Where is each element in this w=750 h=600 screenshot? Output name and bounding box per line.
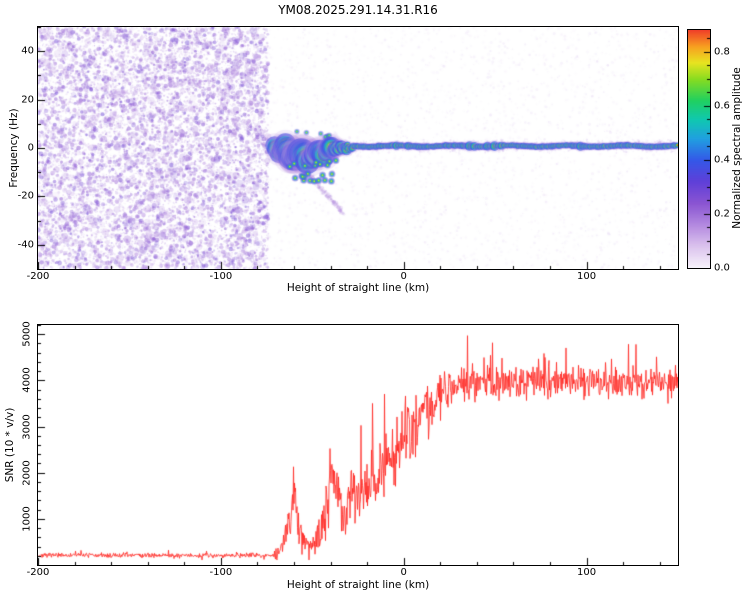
figure-title: YM08.2025.291.14.31.R16 xyxy=(278,3,438,17)
colorbar-tick-label: 0.6 xyxy=(714,100,730,112)
snr-x-tick-label: -200 xyxy=(26,567,50,578)
spectrogram-y-axis-label: Frequency (Hz) xyxy=(8,108,20,188)
colorbar-tick-label: 0.8 xyxy=(714,46,730,58)
spectrogram-x-tick-label: -100 xyxy=(209,271,233,282)
snr-y-axis-label: SNR (10 * v/v) xyxy=(4,407,16,483)
spectrogram-y-tick-label: -20 xyxy=(17,190,34,202)
spectrogram-y-tick-label: 20 xyxy=(21,94,34,106)
snr-x-tick-label: 0 xyxy=(400,567,407,578)
spectrogram-x-axis-label: Height of straight line (km) xyxy=(286,282,430,294)
colorbar-label: Normalized spectral amplitude xyxy=(731,67,743,229)
spectrogram-y-tick-label: -40 xyxy=(17,239,34,251)
snr-y-tick-label: 4000 xyxy=(21,367,33,394)
snr-y-tick-label: 1000 xyxy=(21,506,33,532)
snr-plot xyxy=(37,324,679,566)
snr-x-axis-label: Height of straight line (km) xyxy=(286,579,430,591)
snr-x-tick-label: -100 xyxy=(209,567,233,578)
spectrogram-y-tick-label: 40 xyxy=(21,45,34,57)
spectrogram-x-tick-label: 0 xyxy=(400,271,407,282)
spectrogram-x-tick-label: -200 xyxy=(26,271,50,282)
colorbar xyxy=(687,29,711,269)
colorbar-tick-label: 0.4 xyxy=(714,154,730,166)
snr-x-tick-label: 100 xyxy=(577,567,597,578)
spectrogram-y-tick-label: 0 xyxy=(27,142,34,154)
colorbar-tick-label: 0.2 xyxy=(714,208,730,220)
colorbar-tick-label: 0.0 xyxy=(714,262,730,274)
snr-y-tick-label: 3000 xyxy=(21,413,33,440)
snr-y-tick-label: 2000 xyxy=(21,459,33,486)
spectrogram-x-tick-label: 100 xyxy=(577,271,597,282)
snr-y-tick-label: 5000 xyxy=(21,321,33,347)
spectrogram-plot xyxy=(37,26,679,270)
